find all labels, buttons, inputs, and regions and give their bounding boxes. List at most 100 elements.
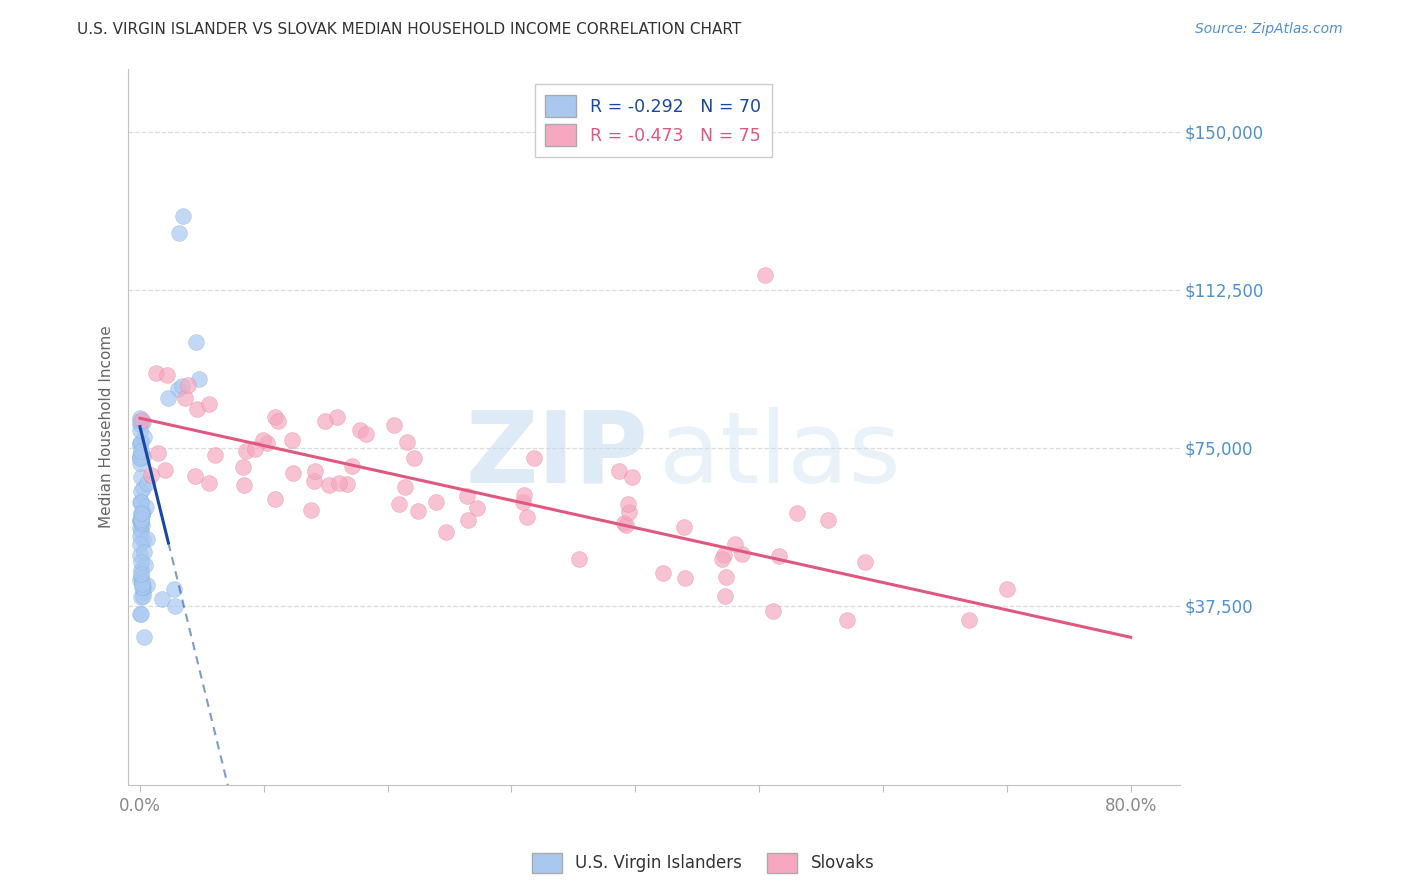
- Point: [134, 430, 156, 444]
- Text: ZIP: ZIP: [465, 407, 648, 504]
- Point: [621, 470, 644, 484]
- Point: [619, 505, 641, 519]
- Point: [129, 590, 152, 604]
- Point: [129, 513, 152, 527]
- Point: [434, 524, 457, 539]
- Point: [129, 450, 152, 465]
- Point: [786, 507, 808, 521]
- Point: [129, 435, 152, 450]
- Point: [135, 578, 157, 592]
- Point: [512, 495, 534, 509]
- Point: [132, 481, 155, 495]
- Point: [673, 571, 696, 585]
- Point: [302, 475, 325, 489]
- Point: [163, 599, 186, 614]
- Point: [304, 464, 326, 478]
- Point: [131, 506, 153, 520]
- Point: [129, 414, 152, 428]
- Point: [162, 582, 184, 596]
- Point: [129, 495, 152, 509]
- Point: [135, 500, 157, 515]
- Point: [754, 268, 776, 282]
- Point: [613, 516, 636, 530]
- Point: [713, 548, 735, 562]
- Text: U.S. VIRGIN ISLANDER VS SLOVAK MEDIAN HOUSEHOLD INCOME CORRELATION CHART: U.S. VIRGIN ISLANDER VS SLOVAK MEDIAN HO…: [77, 22, 741, 37]
- Point: [141, 468, 163, 483]
- Point: [513, 487, 536, 501]
- Point: [714, 589, 737, 603]
- Point: [129, 417, 152, 431]
- Point: [523, 451, 546, 466]
- Point: [188, 372, 211, 386]
- Point: [150, 591, 173, 606]
- Point: [336, 477, 359, 491]
- Y-axis label: Median Household Income: Median Household Income: [100, 326, 114, 528]
- Point: [131, 517, 153, 532]
- Point: [456, 489, 478, 503]
- Point: [129, 495, 152, 509]
- Point: [129, 555, 152, 569]
- Point: [326, 409, 349, 424]
- Point: [132, 533, 155, 547]
- Point: [129, 570, 152, 584]
- Point: [129, 423, 152, 437]
- Point: [349, 423, 371, 437]
- Point: [186, 401, 208, 416]
- Point: [817, 513, 839, 527]
- Point: [131, 483, 153, 498]
- Point: [132, 505, 155, 519]
- Point: [166, 382, 188, 396]
- Point: [382, 417, 405, 432]
- Point: [131, 580, 153, 594]
- Legend: R = -0.292   N = 70, R = -0.473   N = 75: R = -0.292 N = 70, R = -0.473 N = 75: [534, 85, 772, 157]
- Point: [177, 378, 200, 392]
- Point: [131, 580, 153, 594]
- Point: [157, 391, 180, 405]
- Point: [131, 575, 153, 590]
- Point: [129, 435, 152, 450]
- Point: [233, 478, 256, 492]
- Point: [129, 456, 152, 470]
- Point: [129, 537, 152, 551]
- Point: [652, 566, 675, 581]
- Point: [354, 426, 377, 441]
- Point: [328, 475, 350, 490]
- Point: [134, 630, 156, 644]
- Point: [129, 515, 152, 529]
- Point: [388, 497, 411, 511]
- Point: [394, 480, 416, 494]
- Point: [425, 495, 447, 509]
- Point: [395, 435, 418, 450]
- Point: [132, 589, 155, 603]
- Point: [264, 491, 287, 506]
- Point: [853, 555, 876, 569]
- Point: [673, 520, 696, 534]
- Point: [135, 475, 157, 490]
- Point: [134, 558, 156, 572]
- Point: [129, 514, 152, 528]
- Point: [132, 585, 155, 599]
- Point: [406, 504, 429, 518]
- Point: [184, 334, 207, 349]
- Point: [837, 614, 859, 628]
- Point: [131, 516, 153, 530]
- Point: [132, 545, 155, 559]
- Point: [204, 449, 226, 463]
- Point: [129, 521, 152, 535]
- Point: [129, 437, 152, 451]
- Point: [129, 411, 152, 425]
- Point: [768, 549, 790, 564]
- Point: [281, 434, 304, 448]
- Point: [245, 442, 267, 457]
- Point: [731, 547, 754, 561]
- Point: [146, 446, 169, 460]
- Point: [129, 450, 152, 465]
- Text: atlas: atlas: [659, 407, 901, 504]
- Point: [314, 414, 336, 428]
- Point: [129, 548, 152, 562]
- Point: [184, 468, 207, 483]
- Point: [957, 614, 980, 628]
- Point: [129, 494, 152, 508]
- Point: [710, 552, 733, 566]
- Point: [724, 537, 747, 551]
